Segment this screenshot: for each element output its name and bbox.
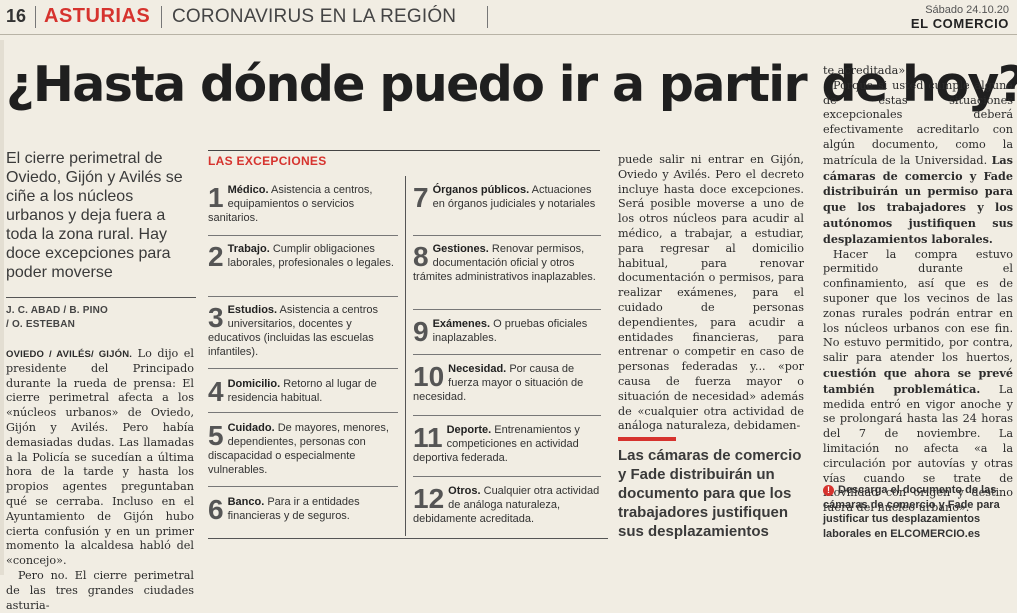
paragraph: Porque si usted cumple alguna de estas s…	[823, 79, 1013, 248]
exception-title: Trabajo.	[227, 243, 270, 255]
exception-title: Cuidado.	[227, 422, 275, 434]
header-divider	[161, 6, 162, 28]
exception-number: 10	[413, 361, 445, 392]
exception-item: 7 Órganos públicos. Actuaciones en órgan…	[413, 182, 601, 213]
exception-title: Domicilio.	[227, 378, 281, 390]
paragraph-text: Lo dijo el presidente del Principado dur…	[6, 347, 194, 568]
web-promo-text[interactable]: Descarga el documento de las cámaras de …	[823, 484, 1000, 540]
exception-title: Otros.	[448, 485, 481, 497]
article-column-1: OVIEDO / AVILÉS/ GIJÓN. Lo dijo el presi…	[6, 347, 194, 613]
header-divider	[35, 6, 36, 28]
article-column-3: puede salir ni entrar en Gijón, Oviedo y…	[618, 153, 804, 433]
paragraph: Hacer la compra estuvo permitido durante…	[823, 248, 1013, 516]
exception-text: Por causa de fuerza mayor o situación de…	[413, 363, 584, 403]
exception-divider	[413, 309, 601, 310]
byline-line: J. C. ABAD / B. PINO	[6, 305, 108, 316]
exception-item: 4 Domicilio. Retorno al lugar de residen…	[208, 376, 398, 407]
exception-text: Entrenamientos y competiciones en activi…	[413, 424, 580, 464]
exception-number: 2	[208, 241, 224, 272]
exception-text: Renovar permisos, documentación oficial …	[413, 243, 596, 283]
exception-divider	[208, 235, 398, 236]
exception-item: 2 Trabajo. Cumplir obligaciones laborale…	[208, 241, 398, 272]
byline-line: / O. ESTEBAN	[6, 319, 76, 330]
exception-number: 3	[208, 302, 224, 333]
header-rule	[0, 34, 1017, 35]
byline: J. C. ABAD / B. PINO / O. ESTEBAN	[6, 304, 196, 332]
highlighted-text: cuestión que ahora se prevé también prob…	[823, 365, 1013, 396]
exception-number: 6	[208, 494, 224, 525]
exception-title: Médico.	[227, 184, 269, 196]
exception-item: 6 Banco. Para ir a entidades financieras…	[208, 494, 398, 525]
header-divider	[487, 6, 488, 28]
exception-number: 12	[413, 483, 445, 514]
exception-number: 11	[413, 422, 443, 453]
paragraph-text: Hacer la compra estuvo permitido durante…	[823, 247, 1013, 365]
info-icon: !	[823, 485, 834, 496]
exception-divider	[413, 415, 601, 416]
exception-title: Estudios.	[227, 304, 278, 316]
exception-number: 7	[413, 182, 429, 213]
section-topic: CORONAVIRUS EN LA REGIÓN	[172, 6, 457, 27]
exception-item: 8 Gestiones. Renovar permisos, documenta…	[413, 242, 601, 284]
issue-date: Sábado 24.10.20	[925, 4, 1009, 16]
exception-title: Banco.	[227, 496, 265, 508]
page-number: 16	[6, 6, 27, 26]
exception-item: 3 Estudios. Asistencia a centros univers…	[208, 303, 398, 359]
pull-quote: Las cámaras de comercio y Fade distribui…	[618, 447, 802, 540]
exception-title: Exámenes.	[432, 318, 491, 330]
newspaper-name: EL COMERCIO	[910, 16, 1009, 31]
article-column-4: te acreditada». Porque si usted cumple a…	[823, 64, 1013, 516]
exception-divider	[208, 368, 398, 369]
lead-paragraph: El cierre perimetral de Oviedo, Gijón y …	[6, 150, 183, 281]
dateline: OVIEDO / AVILÉS/ GIJÓN.	[6, 349, 133, 360]
headline: ¿Hasta dónde puedo ir a partir de hoy?	[6, 56, 1017, 113]
paragraph: te acreditada».	[823, 64, 909, 77]
exception-text: Actuaciones en órganos judiciales y nota…	[432, 184, 596, 210]
exception-number: 8	[413, 241, 429, 272]
exception-text: De mayores, menores, dependientes, perso…	[208, 422, 389, 476]
exception-title: Deporte.	[446, 424, 492, 436]
exception-item: 12 Otros. Cualquier otra actividad de an…	[413, 484, 601, 526]
exception-divider	[413, 235, 601, 236]
section-name: ASTURIAS	[44, 5, 151, 27]
exception-text: Asistencia a centros universitarios, doc…	[208, 304, 378, 358]
highlighted-text: Las cámaras de comercio y Fade distribui…	[823, 152, 1013, 246]
exception-text: Para ir a entidades financieras y de seg…	[227, 496, 360, 522]
paragraph-text: La medida entró en vigor anoche y se pro…	[823, 382, 1013, 515]
page-edge	[0, 40, 4, 575]
exception-title: Órganos públicos.	[432, 184, 530, 196]
exception-number: 1	[208, 182, 224, 213]
exception-divider	[208, 486, 398, 487]
exception-text: Cualquier otra actividad de análoga natu…	[413, 485, 600, 525]
exception-item: 11 Deporte. Entrenamientos y competicion…	[413, 423, 601, 465]
exception-item: 9 Exámenes. O pruebas oficiales inaplaza…	[413, 316, 601, 347]
exception-item: 5 Cuidado. De mayores, menores, dependie…	[208, 421, 398, 477]
exception-title: Necesidad.	[448, 363, 507, 375]
lead-divider	[6, 297, 196, 298]
exceptions-column-divider	[405, 176, 406, 536]
exception-divider	[208, 412, 398, 413]
exception-title: Gestiones.	[432, 243, 489, 255]
exception-divider	[413, 354, 601, 355]
exception-number: 4	[208, 376, 224, 407]
exceptions-bottom-rule	[208, 538, 608, 539]
paragraph: OVIEDO / AVILÉS/ GIJÓN. Lo dijo el presi…	[6, 347, 194, 569]
exceptions-top-rule	[208, 150, 600, 151]
exception-number: 9	[413, 316, 429, 347]
exception-item: 1 Médico. Asistencia a centros, equipami…	[208, 183, 398, 225]
exception-text: O pruebas oficiales inaplazables.	[432, 318, 588, 344]
exception-divider	[208, 296, 398, 297]
exception-item: 10 Necesidad. Por causa de fuerza mayor …	[413, 362, 601, 404]
paragraph: Pero no. El cierre perimetral de las tre…	[6, 568, 194, 612]
pull-quote-accent	[618, 437, 676, 441]
exception-text: Retorno al lugar de residencia habitual.	[227, 378, 377, 404]
exception-number: 5	[208, 420, 224, 451]
exception-text: Cumplir obligaciones laborales, profesio…	[227, 243, 394, 269]
exception-text: Asistencia a centros, equipamientos o se…	[208, 184, 373, 224]
web-promo[interactable]: ! Descarga el documento de las cámaras de…	[823, 483, 1013, 541]
paragraph-text: Porque si usted cumple alguna de estas s…	[823, 78, 1013, 167]
exceptions-title: LAS EXCEPCIONES	[208, 154, 327, 168]
exception-divider	[413, 476, 601, 477]
